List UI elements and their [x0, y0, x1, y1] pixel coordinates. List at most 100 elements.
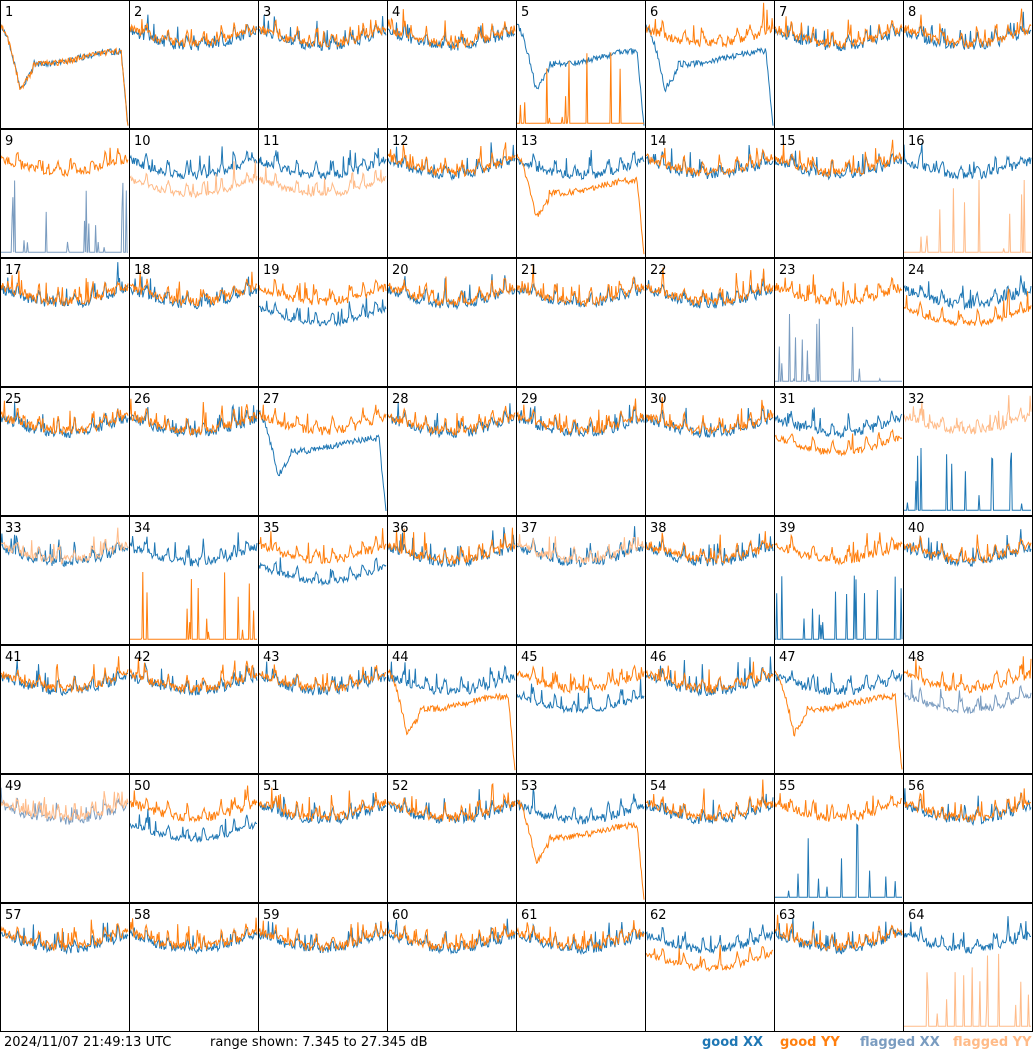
panel-9: 9: [0, 129, 130, 258]
panel-63: 63: [774, 903, 904, 1032]
panel-border: [774, 0, 904, 129]
yy-line: [258, 920, 387, 953]
panel-33: 33: [0, 516, 130, 645]
yy-line: [129, 657, 258, 694]
panel-label: 3: [263, 5, 271, 20]
panel-42: 42: [129, 645, 259, 774]
yy-line: [904, 953, 1031, 1027]
panel-51: 51: [258, 774, 388, 903]
panel-label: 25: [5, 392, 22, 407]
panel-label: 57: [5, 908, 22, 923]
xx-line: [775, 823, 902, 898]
panel-43: 43: [258, 645, 388, 774]
xx-line: [0, 659, 129, 697]
yy-line: [258, 787, 387, 822]
panel-13: 13: [516, 129, 646, 258]
panel-22: 22: [645, 258, 775, 387]
legend-good-yy: good YY: [780, 1035, 840, 1050]
panel-41: 41: [0, 645, 130, 774]
yy-line: [387, 668, 516, 771]
yy-line: [0, 24, 129, 126]
yy-line: [0, 400, 129, 435]
panel-label: 2: [134, 5, 142, 20]
panel-label: 24: [908, 263, 925, 278]
xx-line: [645, 270, 774, 309]
timestamp: 2024/11/07 21:49:13 UTC: [4, 1035, 172, 1050]
xx-line: [1, 180, 128, 253]
panel-2: 2: [129, 0, 259, 129]
panel-31: 31: [774, 387, 904, 516]
panel-label: 39: [779, 521, 796, 536]
panel-label: 8: [908, 5, 916, 20]
xx-line: [775, 575, 903, 640]
yy-line: [0, 147, 129, 178]
panel-56: 56: [903, 774, 1033, 903]
panel-5: 5: [516, 0, 646, 129]
panel-label: 35: [263, 521, 280, 536]
panel-14: 14: [645, 129, 775, 258]
panel-label: 44: [392, 650, 409, 665]
panel-40: 40: [903, 516, 1033, 645]
panel-label: 10: [134, 134, 151, 149]
panel-1: 1: [0, 0, 130, 129]
panel-label: 41: [5, 650, 22, 665]
panel-7: 7: [774, 0, 904, 129]
panel-6: 6: [645, 0, 775, 129]
panel-label: 38: [650, 521, 667, 536]
panel-48: 48: [903, 645, 1033, 774]
yy-line: [258, 528, 387, 565]
panel-label: 43: [263, 650, 280, 665]
xx-line: [903, 916, 1031, 954]
panel-35: 35: [258, 516, 388, 645]
panel-15: 15: [774, 129, 904, 258]
yy-line: [646, 779, 774, 822]
yy-line: [387, 405, 516, 437]
yy-line: [903, 656, 1032, 694]
panel-26: 26: [129, 387, 259, 516]
panel-label: 51: [263, 779, 280, 794]
panel-label: 47: [779, 650, 796, 665]
yy-line: [130, 571, 257, 641]
yy-line: [387, 782, 516, 823]
panel-24: 24: [903, 258, 1033, 387]
panel-10: 10: [129, 129, 259, 258]
panel-label: 16: [908, 134, 925, 149]
xx-line: [774, 669, 903, 696]
panel-18: 18: [129, 258, 259, 387]
panel-label: 42: [134, 650, 151, 665]
panel-label: 6: [650, 5, 658, 20]
panel-61: 61: [516, 903, 646, 1032]
yy-line: [0, 527, 129, 565]
panel-47: 47: [774, 645, 904, 774]
yy-line: [516, 664, 645, 694]
xx-line: [516, 149, 645, 181]
panel-29: 29: [516, 387, 646, 516]
panel-label: 34: [134, 521, 151, 536]
panel-label: 13: [521, 134, 538, 149]
panel-label: 22: [650, 263, 667, 278]
panel-49: 49: [0, 774, 130, 903]
panel-label: 53: [521, 779, 538, 794]
xx-line: [516, 678, 645, 714]
yy-line: [517, 52, 644, 124]
yy-line: [129, 785, 258, 823]
panel-label: 61: [521, 908, 538, 923]
yy-line: [258, 278, 387, 306]
panel-54: 54: [645, 774, 775, 903]
panel-28: 28: [387, 387, 517, 516]
panel-label: 11: [263, 134, 280, 149]
panel-label: 23: [779, 263, 796, 278]
panel-label: 29: [521, 392, 538, 407]
panel-57: 57: [0, 903, 130, 1032]
panel-border: [645, 0, 775, 129]
panel-label: 12: [392, 134, 409, 149]
panel-17: 17: [0, 258, 130, 387]
panel-border: [903, 0, 1033, 129]
panel-53: 53: [516, 774, 646, 903]
yy-line: [774, 670, 903, 770]
panel-64: 64: [903, 903, 1033, 1032]
panel-label: 49: [5, 779, 22, 794]
panel-label: 7: [779, 5, 787, 20]
panel-label: 1: [5, 5, 13, 20]
